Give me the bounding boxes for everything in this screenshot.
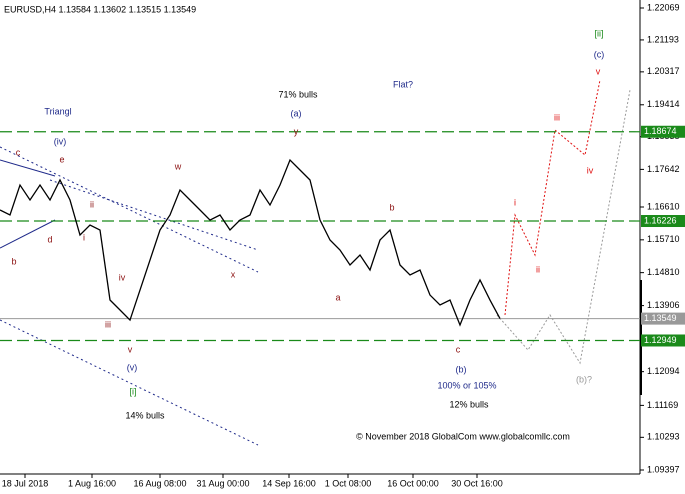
wave-label: © November 2018 GlobalCom www.globalcoml… [356,431,570,441]
wave-label: 12% bulls [449,399,489,409]
wave-label: d [47,234,52,244]
projection-gray [496,89,631,365]
wave-label: (c) [594,49,605,59]
wave-label: v [128,344,133,354]
y-tick-label: 1.09397 [647,464,680,474]
channel-lines [0,146,259,446]
level-label: 1.16226 [644,215,677,225]
x-tick-label: 1 Aug 16:00 [68,478,116,488]
y-tick-label: 1.15710 [647,234,680,244]
level-box [641,334,685,347]
x-tick-label: 1 Oct 08:00 [325,478,372,488]
wave-label: y [294,126,299,136]
wave-label: Flat? [393,79,413,89]
projection-red [504,79,601,316]
wave-label: 71% bulls [278,89,318,99]
y-tick-label: 1.17642 [647,164,680,174]
wave-label: [ii] [595,28,604,38]
x-tick-label: 16 Aug 08:00 [133,478,186,488]
y-tick-label: 1.16610 [647,201,680,211]
wave-label: ii [90,199,94,209]
x-tick-label: 16 Oct 00:00 [387,478,439,488]
wave-label: (v) [127,362,138,372]
y-tick-label: 1.14810 [647,267,680,277]
chart-title: EURUSD,H4 1.13584 1.13602 1.13515 1.1354… [4,4,196,14]
y-tick-label: 1.22069 [647,2,680,12]
y-tick-label: 1.11169 [647,400,678,410]
wave-label: 14% bulls [125,410,165,420]
wave-label: i [83,232,85,242]
x-tick-label: 31 Aug 00:00 [196,478,249,488]
y-tick-label: 1.10293 [647,432,680,442]
wave-label: Triangl [44,106,71,116]
wave-label: c [456,344,461,354]
wave-label: e [59,154,64,164]
wave-label: a [335,292,340,302]
y-tick-label: 1.13906 [647,300,680,310]
wave-label: 100% or 105% [437,380,496,390]
wave-label: [i] [129,386,136,396]
level-box [641,125,685,138]
wave-label: w [174,161,182,171]
level-label: 1.18674 [644,126,677,136]
wave-label: b [389,202,394,212]
x-tick-label: 14 Sep 16:00 [262,478,316,488]
wave-label: i [514,197,516,207]
y-tick-label: 1.20317 [647,66,680,76]
wave-label: x [231,269,236,279]
price-line [0,158,501,327]
wave-label: b [11,256,16,266]
level-box [641,312,685,325]
level-label: 1.12949 [644,335,677,345]
wave-label: c [16,147,21,157]
x-tick-label: 18 Jul 2018 [2,478,49,488]
level-box [641,215,685,228]
wave-label: v [596,66,601,76]
x-tick-label: 30 Oct 16:00 [451,478,503,488]
wave-label: iv [587,165,594,175]
wave-label: (b)? [576,374,592,384]
triangle-lines [0,159,56,249]
wave-label: iii [554,112,560,122]
wave-label: (a) [291,108,302,118]
wave-label: iv [119,272,126,282]
wave-label: (b) [456,364,467,374]
wave-label: (iv) [54,136,67,146]
level-label: 1.13549 [644,313,677,323]
y-tick-label: 1.21193 [647,34,679,44]
wave-label: iii [105,319,111,329]
y-tick-label: 1.19414 [647,99,680,109]
y-tick-label: 1.12094 [647,366,680,376]
wave-label: ii [536,264,540,274]
